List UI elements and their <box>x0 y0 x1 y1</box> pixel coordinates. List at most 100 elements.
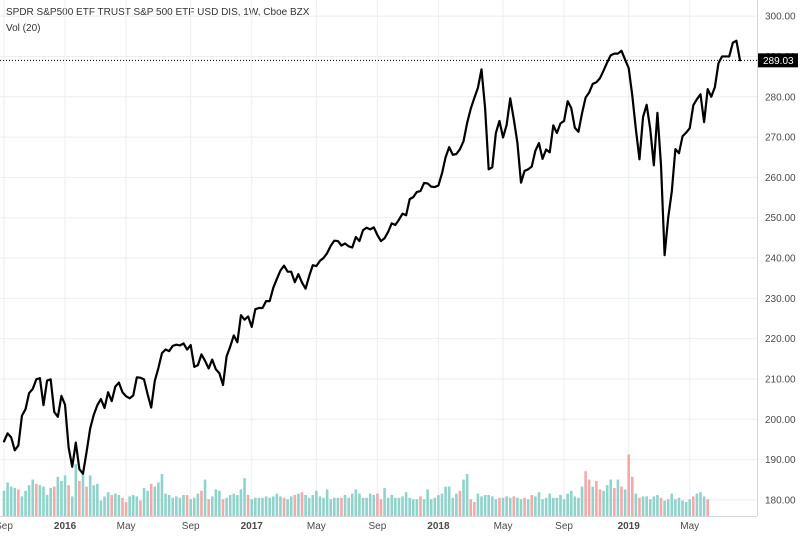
volume-bar <box>552 497 555 516</box>
x-tick-label: Sep <box>555 521 573 532</box>
volume-bar <box>289 496 293 516</box>
volume-bar <box>63 475 67 516</box>
volume-bar <box>225 497 228 516</box>
symbol-title[interactable]: SPDR S&P500 ETF TRUST S&P 500 ETF USD DI… <box>6 7 310 18</box>
volume-bar <box>487 495 490 516</box>
y-tick-label: 230.00 <box>765 294 796 305</box>
volume-bar <box>652 496 656 516</box>
volume-indicator-label[interactable]: Vol (20) <box>6 23 41 34</box>
volume-bar <box>587 479 591 516</box>
volume-bar <box>106 492 110 516</box>
volume-bar <box>286 499 289 516</box>
volume-bar <box>279 496 282 516</box>
volume-bar <box>85 486 88 516</box>
volume-bar <box>666 499 670 516</box>
volume-bar <box>508 497 512 516</box>
y-tick-label: 300.00 <box>765 12 796 23</box>
x-tick-label: 2017 <box>241 521 264 532</box>
last-price-label: 289.03 <box>763 56 794 67</box>
volume-bar <box>490 496 494 516</box>
x-tick-label: 2019 <box>618 521 641 532</box>
volume-bar <box>203 479 207 516</box>
y-tick-label: 180.00 <box>765 495 796 506</box>
volume-bar <box>185 495 189 516</box>
volume-bar <box>577 497 580 516</box>
volume-bar <box>167 495 171 516</box>
volume-bar <box>329 499 333 516</box>
volume-bar <box>429 499 433 516</box>
volume-bar <box>60 481 63 516</box>
volume-bar <box>88 475 92 516</box>
x-tick-label: Sep <box>368 521 386 532</box>
volume-bar <box>541 499 544 516</box>
volume-bar <box>483 495 487 516</box>
volume-bar <box>397 497 401 516</box>
volume-bar <box>160 474 164 516</box>
volume-bar <box>512 496 516 516</box>
volume-bar <box>121 497 124 516</box>
volume-bar <box>426 489 429 516</box>
volume-bar <box>476 493 480 516</box>
volume-bar <box>214 489 218 516</box>
volume-bar <box>261 497 264 516</box>
y-tick-label: 270.00 <box>765 133 796 144</box>
volume-bar <box>444 486 447 516</box>
volume-bar <box>401 496 404 516</box>
volume-bar <box>207 499 210 516</box>
volume-bar <box>394 497 397 516</box>
volume-bar <box>573 496 577 516</box>
volume-bar <box>336 497 340 516</box>
volume-bar <box>52 486 56 516</box>
chart-grid <box>0 0 757 516</box>
volume-bar <box>544 497 548 516</box>
volume-bar <box>379 499 383 516</box>
volume-bar <box>609 479 613 516</box>
y-tick-label: 210.00 <box>765 374 796 385</box>
x-tick-label: May <box>117 521 136 532</box>
volume-bar <box>354 489 358 516</box>
volume-bar <box>408 497 411 516</box>
volume-bar <box>376 493 379 516</box>
volume-bar <box>365 497 368 516</box>
volume-bar <box>9 486 13 516</box>
volume-bar <box>49 488 52 516</box>
volume-bar <box>340 497 343 516</box>
volume-bar <box>411 499 415 516</box>
volume-bar <box>2 490 6 516</box>
volume-bar <box>221 499 225 516</box>
volume-bar <box>192 497 196 516</box>
volume-bar <box>297 493 300 516</box>
volume-bar <box>6 482 9 516</box>
volume-bar <box>562 499 566 516</box>
volume-bar <box>200 490 203 516</box>
y-tick-label: 240.00 <box>765 254 796 265</box>
volume-bar <box>110 495 114 516</box>
volume-bar <box>81 474 85 516</box>
volume-bar <box>300 492 304 516</box>
volume-bar <box>96 483 99 516</box>
volume-bar <box>458 490 462 516</box>
volume-bar <box>674 499 677 516</box>
volume-bar <box>239 489 243 516</box>
volume-bar <box>293 495 297 516</box>
volume-bar <box>526 499 530 516</box>
volume-bar <box>282 497 286 516</box>
volume-bar <box>178 497 182 516</box>
y-tick-label: 280.00 <box>765 92 796 103</box>
volume-bar <box>659 497 663 516</box>
volume-bar <box>437 495 440 516</box>
volume-bar <box>462 479 465 516</box>
volume-bar <box>702 496 706 516</box>
volume-bar <box>114 493 117 516</box>
volume-bar <box>706 499 709 516</box>
volume-bar <box>519 499 523 516</box>
volume-bar <box>157 482 160 516</box>
volume-bar <box>182 495 185 516</box>
volume-bar <box>135 496 139 516</box>
x-tick-label: 2016 <box>54 521 77 532</box>
volume-bar <box>523 497 526 516</box>
volume-bar <box>361 497 365 516</box>
y-tick-label: 190.00 <box>765 455 796 466</box>
volume-bar <box>534 496 537 516</box>
